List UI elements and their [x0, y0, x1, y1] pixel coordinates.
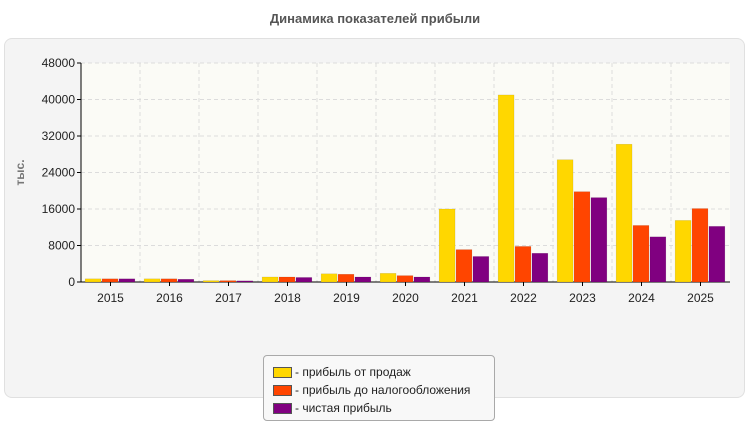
bar [396, 275, 414, 283]
legend-swatch-sales [273, 366, 292, 378]
bar [472, 256, 490, 283]
bar [455, 249, 473, 283]
bar [320, 273, 338, 283]
bar [590, 197, 608, 283]
legend-item-sales: - прибыль от продаж [264, 363, 494, 381]
x-tick-label: 2024 [628, 291, 655, 305]
x-tick-label: 2023 [569, 291, 596, 305]
y-tick-label: 40000 [42, 93, 76, 107]
legend-label-pretax: - прибыль до налогообложения [295, 383, 471, 397]
y-axis-label: тыс. [13, 159, 27, 185]
x-tick-label: 2015 [97, 291, 124, 305]
bar [202, 280, 220, 283]
bar [413, 276, 431, 283]
bar [143, 278, 161, 283]
chart-title: Динамика показателей прибыли [269, 11, 481, 26]
bar [261, 276, 279, 283]
x-tick-label: 2025 [687, 291, 714, 305]
x-tick-label: 2021 [451, 291, 478, 305]
bar [236, 280, 254, 283]
bar [438, 208, 456, 283]
bar [101, 278, 119, 283]
chart-plot: 0 8000 16000 24000 32000 40000 48000 тыс. 2015 20… [13, 56, 730, 305]
bar [674, 220, 692, 283]
bar [379, 273, 397, 283]
bar [514, 246, 532, 283]
bar [337, 273, 355, 283]
y-tick-label: 48000 [42, 56, 76, 70]
chart-panel: 0 8000 16000 24000 32000 40000 48000 тыс. 2015 20… [4, 38, 745, 421]
bar [118, 278, 136, 283]
y-tick-label: 8000 [48, 239, 75, 253]
bar [573, 191, 591, 283]
bar [708, 226, 726, 283]
bar [278, 276, 296, 283]
x-tick-label: 2020 [392, 291, 419, 305]
legend-label-sales: - прибыль от продаж [295, 365, 411, 379]
y-tick-label: 0 [68, 275, 75, 289]
x-tick-label: 2022 [510, 291, 537, 305]
legend-swatch-net [273, 402, 292, 414]
bar [632, 225, 650, 283]
y-tick-label: 32000 [42, 129, 76, 143]
bar [531, 253, 549, 283]
bar [295, 277, 313, 283]
bar [354, 276, 372, 283]
bar [497, 94, 515, 283]
y-tick-label: 16000 [42, 202, 76, 216]
bar [649, 236, 667, 283]
bar [691, 208, 709, 283]
legend-swatch-pretax [273, 384, 292, 396]
bar [160, 278, 178, 283]
bar [556, 159, 574, 283]
y-tick-label: 24000 [42, 166, 76, 180]
x-tick-label: 2017 [215, 291, 242, 305]
bar [615, 143, 633, 283]
bar [219, 280, 237, 283]
bar [84, 278, 102, 283]
chart-legend: - прибыль от продаж - прибыль до налогоо… [263, 355, 495, 421]
x-tick-label: 2019 [333, 291, 360, 305]
x-tick-label: 2016 [156, 291, 183, 305]
bar [177, 279, 195, 283]
legend-item-pretax: - прибыль до налогообложения [264, 381, 494, 399]
legend-item-net: - чистая прибыль [264, 399, 494, 417]
x-tick-label: 2018 [274, 291, 301, 305]
legend-label-net: - чистая прибыль [295, 401, 392, 415]
